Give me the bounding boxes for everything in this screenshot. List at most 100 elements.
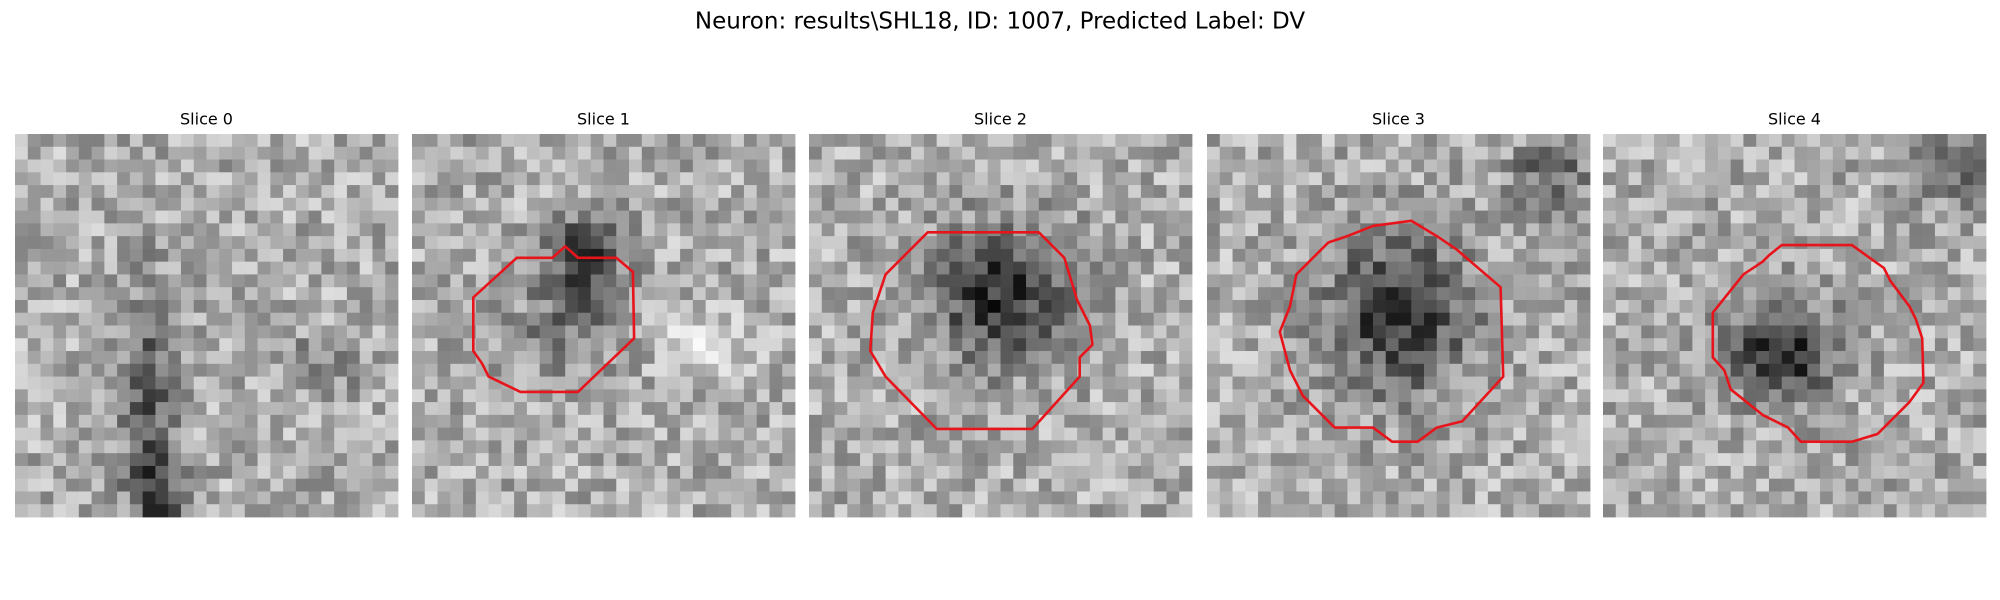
pixel bbox=[232, 223, 246, 237]
pixel bbox=[257, 389, 271, 403]
pixel bbox=[526, 351, 541, 365]
pixel bbox=[1398, 376, 1412, 390]
pixel bbox=[219, 134, 233, 148]
pixel bbox=[1641, 172, 1655, 186]
pixel bbox=[1807, 427, 1821, 441]
pixel bbox=[334, 351, 348, 365]
pixel bbox=[1500, 504, 1514, 518]
pixel bbox=[168, 312, 182, 326]
pixel bbox=[1564, 453, 1578, 467]
pixel bbox=[346, 504, 361, 518]
pixel bbox=[1309, 236, 1323, 250]
pixel bbox=[1140, 299, 1155, 314]
pixel bbox=[1462, 338, 1476, 352]
pixel bbox=[847, 185, 861, 199]
pixel bbox=[257, 376, 271, 390]
pixel bbox=[1166, 427, 1180, 441]
pixel bbox=[743, 248, 758, 263]
pixel bbox=[1296, 248, 1310, 263]
pixel bbox=[1232, 146, 1246, 160]
pixel bbox=[987, 134, 1001, 148]
pixel bbox=[15, 440, 29, 454]
pixel bbox=[232, 236, 246, 250]
pixel bbox=[1013, 325, 1027, 339]
pixel bbox=[1026, 402, 1040, 416]
pixel bbox=[1781, 159, 1795, 173]
pixel bbox=[1526, 197, 1540, 211]
pixel bbox=[1717, 402, 1732, 416]
pixel bbox=[1538, 185, 1553, 199]
pixel bbox=[463, 351, 477, 365]
pixel bbox=[911, 172, 925, 186]
pixel bbox=[412, 312, 426, 326]
pixel bbox=[66, 146, 80, 160]
pixel bbox=[872, 504, 886, 518]
pixel bbox=[1000, 402, 1014, 416]
pixel bbox=[629, 504, 643, 518]
pixel bbox=[1385, 261, 1399, 275]
pixel bbox=[1717, 146, 1732, 160]
pixel bbox=[1385, 389, 1399, 403]
pixel bbox=[1781, 197, 1795, 211]
pixel bbox=[1628, 440, 1642, 454]
pixel bbox=[295, 197, 310, 211]
pixel bbox=[1166, 351, 1180, 365]
pixel bbox=[1347, 351, 1361, 365]
pixel bbox=[1768, 197, 1783, 211]
pixel bbox=[1000, 172, 1014, 186]
pixel bbox=[641, 172, 655, 186]
pixel bbox=[1717, 172, 1732, 186]
pixel bbox=[424, 389, 438, 403]
pixel bbox=[424, 248, 438, 263]
pixel bbox=[244, 363, 258, 377]
pixel bbox=[936, 363, 950, 377]
pixel bbox=[1372, 504, 1387, 518]
pixel bbox=[501, 261, 515, 275]
pixel bbox=[412, 478, 426, 492]
pixel bbox=[809, 248, 823, 263]
pixel bbox=[1000, 185, 1014, 199]
pixel bbox=[91, 248, 105, 263]
pixel bbox=[680, 159, 694, 173]
pixel bbox=[756, 363, 770, 377]
pixel bbox=[91, 159, 105, 173]
pixel bbox=[641, 236, 655, 250]
pixel bbox=[1385, 248, 1399, 263]
pixel bbox=[1207, 236, 1221, 250]
pixel bbox=[1692, 274, 1706, 288]
pixel bbox=[412, 172, 426, 186]
pixel bbox=[590, 440, 604, 454]
pixel bbox=[321, 389, 335, 403]
pixel bbox=[437, 274, 451, 288]
pixel bbox=[1487, 299, 1502, 314]
pixel bbox=[565, 159, 579, 173]
pixel bbox=[949, 261, 963, 275]
pixel bbox=[1896, 274, 1910, 288]
pixel bbox=[359, 325, 373, 339]
pixel bbox=[1372, 146, 1387, 160]
pixel bbox=[1038, 172, 1052, 186]
pixel bbox=[809, 363, 823, 377]
pixel bbox=[1038, 389, 1052, 403]
pixel bbox=[949, 427, 963, 441]
pixel bbox=[809, 338, 823, 352]
pixel bbox=[1232, 491, 1246, 505]
pixel bbox=[1551, 146, 1565, 160]
pixel bbox=[769, 465, 783, 480]
pixel bbox=[1934, 389, 1949, 403]
pixel bbox=[1064, 134, 1078, 148]
pixel bbox=[936, 478, 950, 492]
pixel bbox=[219, 287, 233, 301]
pixel bbox=[1487, 223, 1502, 237]
pixel bbox=[168, 376, 182, 390]
pixel bbox=[872, 185, 886, 199]
pixel bbox=[898, 236, 912, 250]
pixel bbox=[1372, 402, 1387, 416]
pixel bbox=[1832, 504, 1846, 518]
pixel bbox=[987, 427, 1001, 441]
pixel bbox=[1153, 197, 1167, 211]
pixel bbox=[1334, 338, 1348, 352]
pixel bbox=[308, 351, 322, 365]
pixel bbox=[1947, 312, 1961, 326]
pixel bbox=[424, 504, 438, 518]
